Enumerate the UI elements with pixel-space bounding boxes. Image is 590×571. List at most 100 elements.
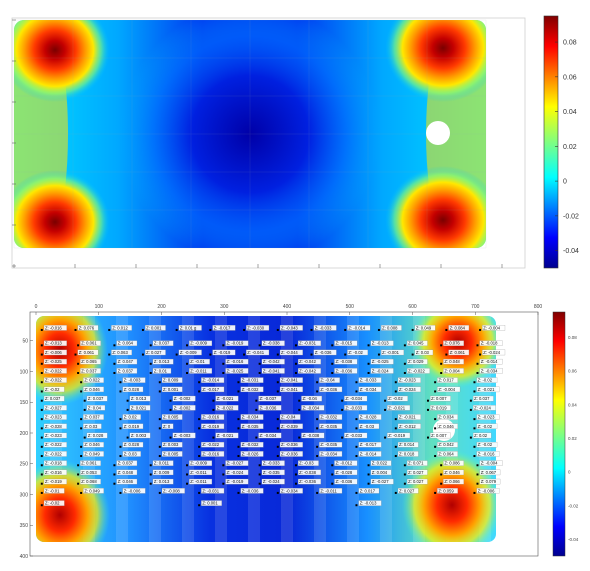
datatip[interactable]: Z: -0.034 (476, 368, 503, 374)
datatip[interactable]: Z: 0.03 (119, 451, 141, 458)
datatip[interactable]: Z: -0.027 (40, 405, 67, 411)
datatip[interactable]: Z: -0.024 (367, 368, 394, 374)
datatip[interactable]: Z: 0.027 (403, 478, 428, 485)
datatip[interactable]: Z: 0.067 (476, 469, 501, 476)
datatip[interactable]: Z: -0.016 (40, 325, 67, 331)
datatip[interactable]: Z: 0.019 (426, 405, 451, 411)
datatip[interactable]: Z: 0.014 (394, 441, 419, 448)
datatip[interactable]: Z: -0.036 (316, 386, 343, 393)
datatip[interactable]: Z: -0.04 (298, 395, 322, 402)
datatip[interactable]: Z: 0.01 (149, 368, 172, 374)
datatip[interactable]: Z: 0.048 (113, 469, 138, 476)
datatip[interactable]: Z: -0.016 (222, 358, 249, 365)
datatip[interactable]: Z: 0.037 (77, 368, 101, 374)
datatip[interactable]: Z: -0.003 (169, 432, 196, 439)
datatip[interactable]: Z: -0.01 (186, 358, 210, 365)
datatip[interactable]: Z: -0.014 (476, 358, 503, 365)
datatip[interactable]: Z: -0.023 (40, 414, 67, 421)
datatip[interactable]: Z: -0.016 (198, 414, 225, 421)
datatip[interactable]: Z: -0.011 (316, 488, 343, 494)
datatip[interactable]: Z: -0.026 (237, 451, 264, 458)
datatip[interactable]: Z: -0.041 (258, 368, 285, 374)
datatip[interactable]: Z: -0.036 (276, 451, 303, 458)
datatip[interactable]: Z: -0.038 (258, 340, 285, 347)
datatip[interactable]: Z: -0.031 (294, 340, 321, 347)
datatip[interactable]: Z: -0.027 (222, 460, 249, 467)
datatip[interactable]: Z: -0.036 (255, 405, 282, 411)
datatip[interactable]: Z: -0.034 (355, 386, 382, 393)
datatip[interactable]: Z: 0.012 (108, 325, 132, 331)
datatip[interactable]: Z: -0.02 (384, 395, 408, 402)
datatip[interactable]: Z: -0.006 (473, 488, 500, 494)
datatip[interactable]: Z: -0.036 (331, 478, 358, 485)
datatip[interactable]: Z: -0.017 (209, 325, 236, 331)
datatip[interactable]: Z: -0.008 (158, 488, 185, 494)
datatip[interactable]: Z: -0.034 (255, 432, 282, 439)
datatip[interactable]: Z: 0.037 (113, 368, 138, 374)
datatip[interactable]: Z: -0.034 (298, 405, 325, 411)
datatip[interactable]: Z: 0.013 (149, 358, 174, 365)
datatip[interactable]: Z: 0.029 (403, 358, 428, 365)
datatip[interactable]: Z: 0.061 (77, 340, 101, 347)
datatip[interactable]: Z: -0.01 (40, 488, 65, 494)
datatip[interactable]: Z: -0.013 (367, 340, 394, 347)
datatip[interactable]: Z: 0.061 (445, 349, 470, 356)
datatip[interactable]: Z: 0.059 (434, 488, 458, 494)
datatip[interactable]: Z: -0.013 (355, 500, 382, 507)
datatip[interactable]: Z: -0.024 (394, 386, 421, 393)
datatip[interactable]: Z: -0.023 (40, 432, 67, 439)
datatip[interactable]: Z: -0.016 (473, 451, 500, 458)
datatip[interactable]: Z: -0.033 (341, 432, 368, 439)
datatip[interactable]: Z: 0.086 (440, 460, 464, 467)
datatip[interactable]: Z: -0.02 (473, 423, 498, 430)
datatip[interactable]: Z: -0.034 (341, 395, 368, 402)
datatip[interactable]: Z: -0.019 (384, 432, 411, 439)
datatip[interactable]: Z: 0 (158, 423, 174, 430)
datatip[interactable]: Z: -0.004 (479, 325, 506, 331)
datatip[interactable]: Z: -0.009 (186, 340, 213, 347)
datatip[interactable]: Z: 0.076 (440, 340, 464, 347)
datatip[interactable]: Z: -0.021 (473, 386, 500, 393)
datatip[interactable]: Z: -0.025 (222, 368, 249, 374)
datatip[interactable]: Z: 0.04 (83, 405, 106, 411)
datatip[interactable]: Z: -0.022 (212, 405, 239, 411)
datatip[interactable]: Z: -0.02 (40, 386, 65, 393)
datatip[interactable]: Z: 0.019 (119, 423, 144, 430)
datatip[interactable]: Z: 0.084 (445, 325, 470, 331)
datatip[interactable]: Z: 0.028 (119, 386, 144, 393)
datatip[interactable]: Z: -0.001 (377, 349, 404, 356)
datatip[interactable]: Z: -0.004 (476, 460, 503, 467)
datatip[interactable]: Z: -0.034 (316, 451, 343, 458)
datatip[interactable]: Z: 0.03 (80, 423, 102, 430)
datatip[interactable]: Z: 0.02 (469, 432, 492, 439)
datatip[interactable]: Z: -0.036 (310, 349, 337, 356)
datatip[interactable]: Z: 0.028 (119, 441, 144, 448)
datatip[interactable]: Z: -0.022 (40, 377, 67, 384)
datatip[interactable]: Z: -0.041 (276, 386, 303, 393)
datatip[interactable]: Z: -0.032 (316, 414, 343, 421)
datatip[interactable]: Z: -0.012 (331, 460, 358, 467)
datatip[interactable]: Z: 0.076 (74, 325, 99, 331)
datatip[interactable]: Z: -0.041 (276, 377, 303, 384)
datatip[interactable]: Z: 0.008 (377, 325, 402, 331)
datatip[interactable]: Z: -0.02 (473, 441, 498, 448)
datatip[interactable]: Z: -0.02 (344, 349, 368, 356)
datatip[interactable]: Z: -0.033 (310, 325, 337, 331)
datatip[interactable]: Z: -0.016 (40, 469, 67, 476)
datatip[interactable]: Z: -0.027 (367, 478, 394, 485)
datatip[interactable]: Z: 0.007 (426, 395, 451, 402)
datatip[interactable]: Z: -0.012 (394, 423, 421, 430)
datatip[interactable]: Z: 0.061 (74, 349, 99, 356)
datatip[interactable]: Z: -0.002 (169, 395, 196, 402)
datatip[interactable]: Z: -0.019 (198, 423, 225, 430)
datatip[interactable]: Z: -0.042 (294, 368, 321, 374)
datatip[interactable]: Z: 0.004 (440, 368, 464, 374)
datatip[interactable]: Z: -0.02 (40, 500, 65, 507)
datatip[interactable]: Z: -0.028 (355, 414, 382, 421)
datatip[interactable]: Z: -0.016 (198, 451, 225, 458)
datatip[interactable]: Z: -0.02 (473, 377, 498, 384)
datatip[interactable]: Z: 0.066 (440, 478, 464, 485)
datatip[interactable]: Z: -0.019 (209, 349, 236, 356)
datatip[interactable]: Z: 0.037 (469, 395, 494, 402)
datatip[interactable]: Z: -0.018 (40, 460, 67, 467)
